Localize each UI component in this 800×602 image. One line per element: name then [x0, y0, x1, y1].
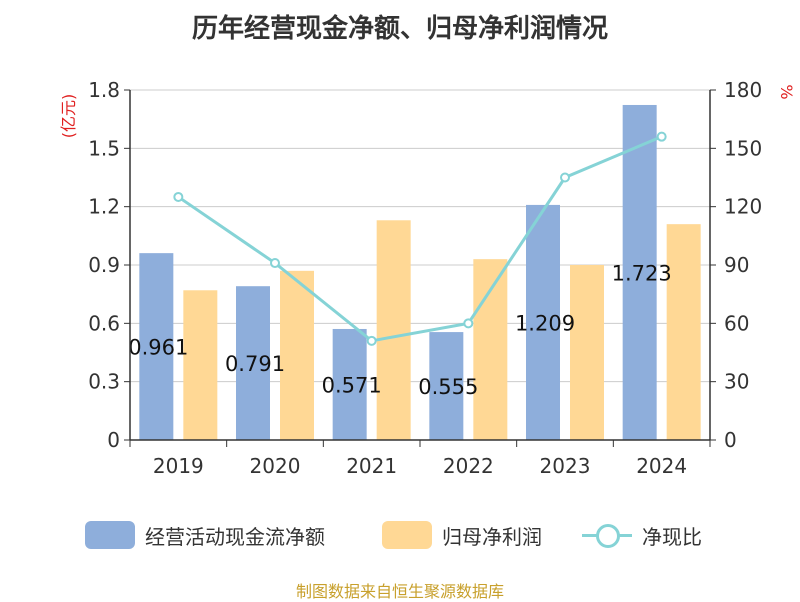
bar-cashflow: [622, 104, 657, 440]
legend-label-cashflow: 经营活动现金流净额: [145, 524, 325, 549]
right-tick-label: 30: [724, 370, 749, 394]
legend-swatch-cashflow: [85, 521, 135, 549]
right-tick-label: 60: [724, 311, 749, 335]
left-axis-unit: (亿元): [59, 94, 78, 139]
left-tick-label: 0.9: [88, 253, 120, 277]
left-tick-label: 1.5: [88, 136, 120, 160]
bar-data-label: 0.961: [128, 336, 188, 360]
legend-item-cashflow[interactable]: 经营活动现金流净额: [85, 515, 325, 555]
bar-data-label: 0.571: [322, 373, 382, 397]
bar-cashflow: [526, 204, 560, 440]
legend-item-cash-ratio[interactable]: 净现比: [582, 515, 702, 555]
bar-net-profit: [570, 265, 604, 440]
legend-label-cash-ratio: 净现比: [642, 524, 702, 549]
left-tick-label: 1.8: [88, 78, 120, 102]
line-point: [366, 335, 377, 346]
bar-cashflow: [429, 332, 464, 440]
x-tick-label: 2020: [250, 454, 301, 478]
x-tick-label: 2022: [443, 454, 494, 478]
line-point: [463, 318, 474, 329]
line-point: [270, 258, 280, 269]
line-series: [173, 131, 667, 346]
line-cash-ratio: [177, 135, 663, 343]
bar-net-profit: [280, 270, 314, 440]
line-point: [656, 131, 667, 142]
x-tick-label: 2024: [636, 454, 687, 478]
right-tick-label: 120: [724, 195, 762, 219]
legend-swatch-net-profit: [382, 521, 432, 549]
gridlines: [130, 89, 710, 383]
bar-series: [139, 104, 701, 440]
x-tick-label: 2023: [540, 454, 591, 478]
line-point: [560, 172, 570, 183]
bar-cashflow: [332, 328, 367, 440]
bar-data-label: 0.791: [225, 352, 285, 376]
chart-title: 历年经营现金净额、归母净利润情况: [191, 14, 608, 44]
right-tick-label: 0: [724, 428, 737, 452]
bar-cashflow: [139, 253, 174, 440]
data-labels: 0.961 0.791 0.571 0.555 1.209 1.723: [128, 261, 671, 399]
bar-data-label: 0.555: [418, 375, 478, 399]
legend-line-icon: [582, 521, 632, 549]
bar-cashflow: [236, 286, 270, 440]
bar-net-profit: [376, 220, 411, 440]
bar-net-profit: [473, 259, 508, 440]
bar-data-label: 1.723: [612, 261, 672, 285]
right-tick-label: 150: [724, 136, 762, 160]
line-point: [173, 191, 184, 202]
left-tick-label: 1.2: [88, 195, 120, 219]
right-tick-label: 180: [724, 78, 762, 102]
axes: 0 0.3 0.6 0.9 1.2 1.5 1.8 0 30 60 90 120 150 180 2019 2…: [88, 78, 762, 478]
legend-label-net-profit: 归母净利润: [442, 524, 542, 549]
right-tick-label: 90: [724, 253, 749, 277]
right-axis-unit: %: [777, 84, 796, 99]
bar-net-profit: [183, 290, 218, 440]
left-tick-label: 0.6: [88, 311, 120, 335]
source-note: 制图数据来自恒生聚源数据库: [295, 582, 504, 601]
bar-data-label: 1.209: [515, 311, 575, 335]
legend-item-net-profit[interactable]: 归母净利润: [382, 515, 542, 555]
left-tick-label: 0: [107, 428, 120, 452]
bar-net-profit: [666, 224, 701, 440]
x-tick-label: 2021: [346, 454, 397, 478]
left-tick-label: 0.3: [88, 370, 120, 394]
legend: 经营活动现金流净额 归母净利润 净现比: [0, 515, 800, 555]
x-tick-label: 2019: [153, 454, 204, 478]
